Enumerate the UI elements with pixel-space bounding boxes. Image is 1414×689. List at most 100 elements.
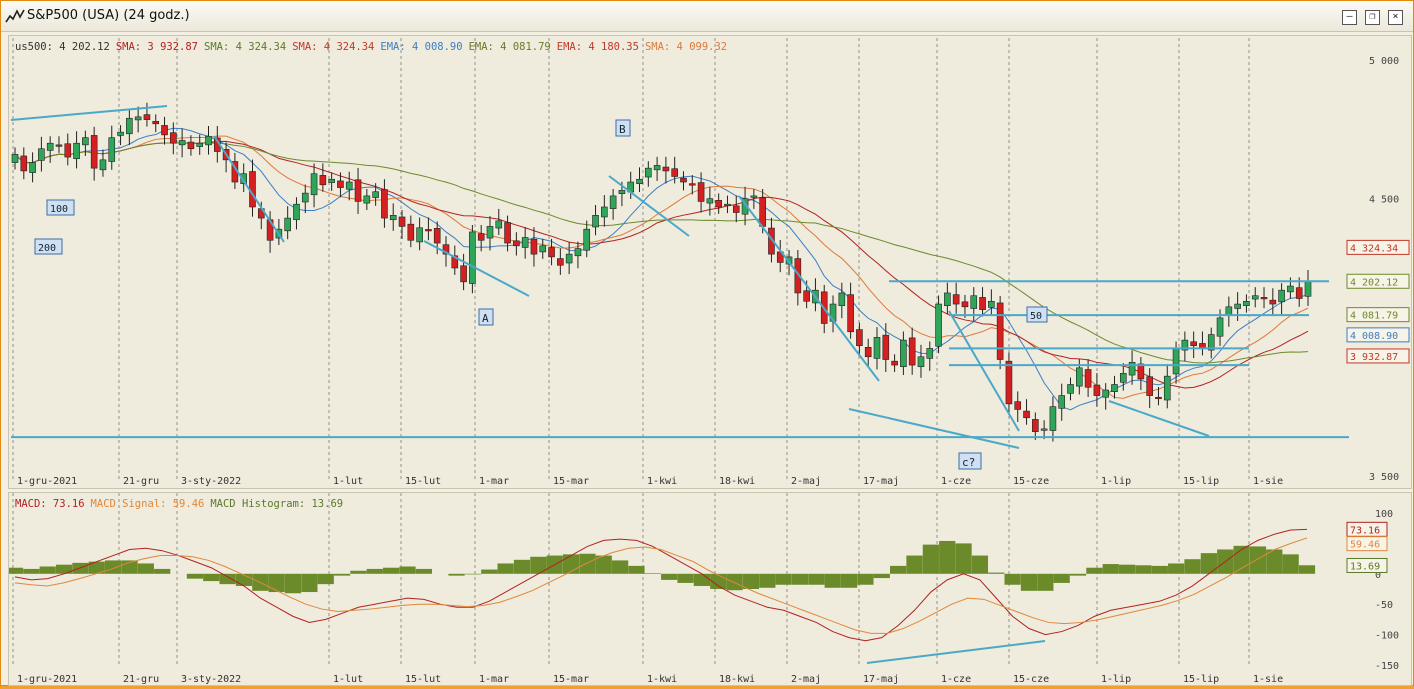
sma-line bbox=[14, 135, 1309, 399]
wave-label-box bbox=[958, 452, 982, 470]
price-label-text: 3 932.87 bbox=[1350, 352, 1398, 363]
candle-body bbox=[592, 215, 599, 228]
candle-body bbox=[1084, 369, 1092, 388]
histogram-bar bbox=[39, 566, 56, 574]
price-chart[interactable]: 1-gru-2021 21-gru 3-sty-2022 1-lut 15-lut 1-m… bbox=[9, 36, 1411, 488]
wave-label-box bbox=[615, 119, 631, 137]
ma-label: 100 bbox=[46, 199, 75, 216]
y-tick-label: 3 500 bbox=[1369, 472, 1399, 483]
candle-body bbox=[1058, 395, 1066, 409]
legend-entry: MACD Signal: 59.46 bbox=[90, 498, 205, 510]
close-button[interactable]: × bbox=[1388, 10, 1403, 25]
candle-body bbox=[548, 247, 555, 258]
histogram-bar bbox=[988, 572, 1005, 574]
histogram-bar bbox=[661, 573, 678, 580]
histogram-bar bbox=[726, 573, 743, 591]
candle-body bbox=[469, 231, 476, 284]
histogram-bar bbox=[939, 540, 956, 574]
candle-body bbox=[143, 114, 151, 120]
restore-button[interactable]: ❐ bbox=[1365, 10, 1380, 25]
candle-body bbox=[134, 116, 142, 121]
histogram-bar bbox=[1266, 549, 1283, 574]
ma-label-box bbox=[46, 199, 75, 216]
title-bar: S&P500 (USA) (24 godz.) – ❐ × bbox=[1, 1, 1413, 32]
candle-body bbox=[425, 229, 432, 232]
minimize-button[interactable]: – bbox=[1342, 10, 1357, 25]
signal-line bbox=[14, 537, 1308, 634]
histogram-bar bbox=[775, 573, 792, 585]
ma-label: 50 bbox=[1026, 306, 1048, 323]
ma-label: 200 bbox=[34, 238, 63, 255]
x-tick-label: 1-cze bbox=[941, 674, 971, 685]
candle-body bbox=[301, 192, 309, 203]
candle-body bbox=[645, 167, 652, 178]
trendline bbox=[738, 195, 880, 382]
candle-body bbox=[46, 142, 54, 151]
trendline bbox=[866, 640, 1046, 664]
value-label-box bbox=[1346, 536, 1388, 552]
trendline bbox=[10, 105, 168, 121]
candle-body bbox=[82, 137, 89, 146]
histogram-bar bbox=[1118, 564, 1136, 574]
candle-body bbox=[389, 215, 397, 221]
histogram-bar bbox=[366, 568, 383, 574]
x-tick-label: 15-lut bbox=[405, 476, 441, 487]
candle-body bbox=[64, 143, 72, 158]
candle-body bbox=[117, 131, 124, 136]
histogram-bar bbox=[677, 573, 694, 583]
candle-body bbox=[706, 198, 714, 204]
candle-body bbox=[337, 180, 344, 188]
candle-body bbox=[170, 132, 177, 144]
price-chart-pane[interactable]: us500: 4 202.12 SMA: 3 932.87 SMA: 4 324.3… bbox=[8, 35, 1412, 489]
y-tick-label: -50 bbox=[1375, 600, 1393, 611]
histogram-bar bbox=[1069, 573, 1087, 576]
histogram-bar bbox=[922, 544, 939, 574]
histogram-bar bbox=[1037, 573, 1054, 591]
candle-body bbox=[1102, 389, 1109, 398]
x-tick-label: 1-lut bbox=[333, 476, 363, 487]
macd-chart[interactable]: 1-gru-2021 21-gru 3-sty-2022 1-lut 15-lut 1-m… bbox=[6, 493, 1411, 685]
candle-body bbox=[697, 182, 705, 202]
candle-body bbox=[1005, 360, 1013, 405]
wave-label: A bbox=[478, 308, 494, 326]
x-tick-label: 1-gru-2021 bbox=[17, 674, 77, 685]
price-label-text: 4 081.79 bbox=[1350, 311, 1398, 322]
x-tick-label: 15-mar bbox=[553, 476, 589, 487]
price-label: 4 202.12 bbox=[1346, 273, 1410, 289]
legend-entry: SMA: 4 099.32 bbox=[644, 41, 728, 53]
candle-body bbox=[381, 189, 388, 219]
price-label-box bbox=[1346, 273, 1410, 289]
histogram-bar bbox=[595, 555, 612, 574]
ma-label-box bbox=[1026, 306, 1048, 323]
histogram-bar bbox=[1184, 559, 1201, 574]
wave-label-text: A bbox=[482, 312, 489, 325]
candle-body bbox=[688, 183, 696, 186]
candle-body bbox=[636, 178, 643, 184]
y-tick-label: 5 000 bbox=[1369, 56, 1399, 67]
histogram-bar bbox=[350, 570, 367, 574]
histogram-bar bbox=[55, 564, 73, 574]
candle-body bbox=[1278, 289, 1285, 303]
candle-body bbox=[442, 244, 450, 255]
legend-entry: us500: 4 202.12 bbox=[15, 41, 110, 53]
candle-body bbox=[55, 144, 63, 147]
candle-body bbox=[284, 217, 291, 232]
legend-entry: EMA: 4 081.79 bbox=[468, 41, 551, 53]
candle-body bbox=[557, 258, 564, 266]
value-label: 59.46 bbox=[1346, 536, 1388, 552]
price-label-box bbox=[1346, 307, 1410, 323]
histogram-bar bbox=[644, 573, 661, 574]
candle-body bbox=[486, 226, 494, 239]
candle-body bbox=[20, 155, 28, 172]
value-label: 73.16 bbox=[1346, 521, 1388, 537]
candle-body bbox=[407, 223, 415, 241]
candle-body bbox=[1040, 428, 1048, 431]
candle-body bbox=[768, 227, 775, 255]
candle-body bbox=[530, 238, 538, 255]
histogram-bar bbox=[268, 573, 285, 593]
macd-chart-pane[interactable]: MACD: 73.16 MACD Signal: 59.46 MACD Histog… bbox=[6, 492, 1412, 686]
wave-label-text: c? bbox=[962, 456, 975, 469]
candle-body bbox=[521, 237, 529, 248]
candle-body bbox=[803, 290, 810, 302]
candle-body bbox=[900, 339, 907, 368]
